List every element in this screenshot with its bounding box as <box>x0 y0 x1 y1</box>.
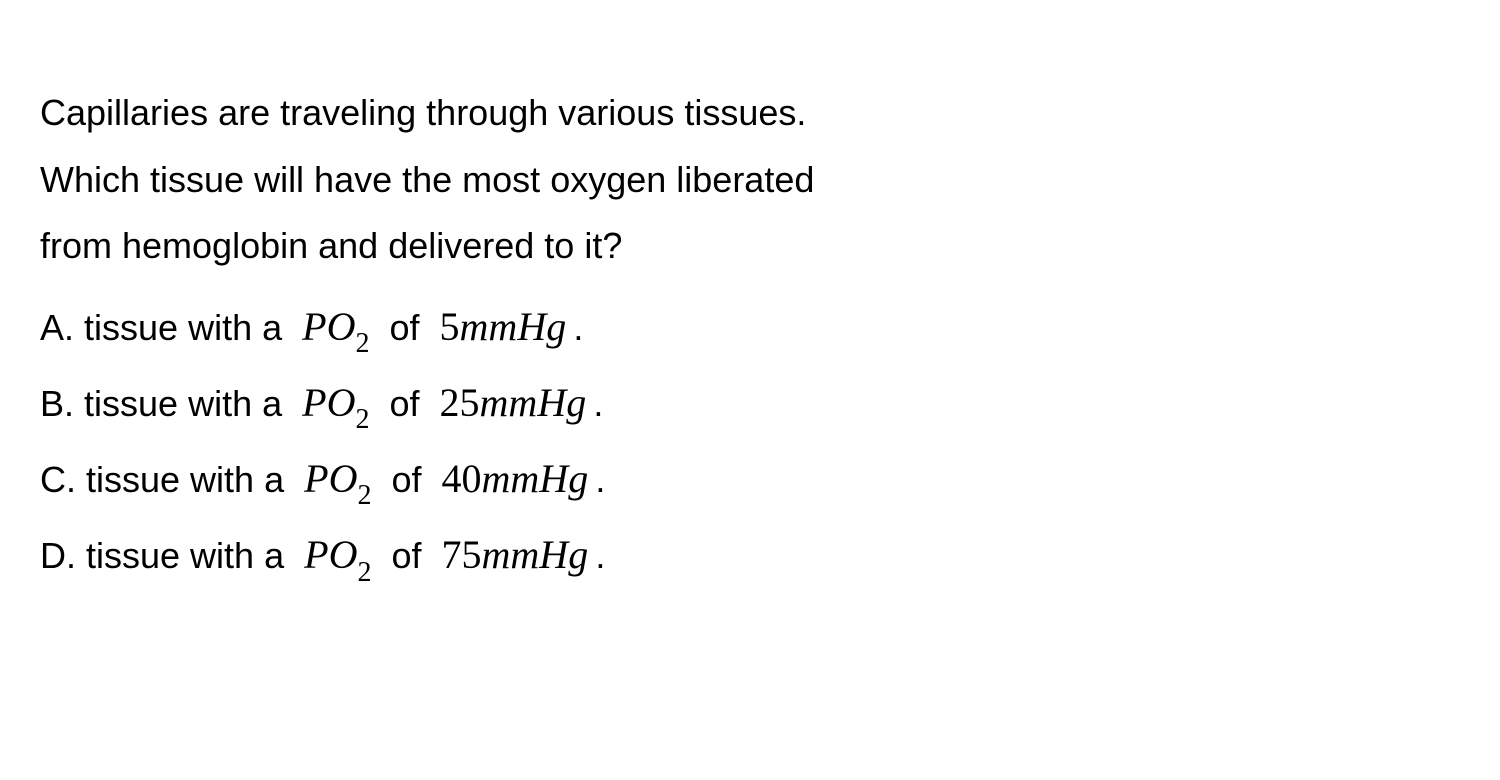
math-variable-p: P <box>304 456 328 501</box>
math-unit-mm: mm <box>482 456 540 501</box>
math-variable-p: P <box>302 380 326 425</box>
option-suffix: . <box>595 459 605 500</box>
math-unit-g: g <box>568 456 588 501</box>
question-line-2: Which tissue will have the most oxygen l… <box>40 159 814 200</box>
math-variable-o: O <box>327 380 356 425</box>
math-unit-g: g <box>566 380 586 425</box>
math-value: 5 <box>440 304 460 349</box>
math-subscript: 2 <box>355 328 369 359</box>
math-unit-mm: mm <box>480 380 538 425</box>
math-variable-o: O <box>327 304 356 349</box>
math-value: 25 <box>440 380 480 425</box>
math-subscript: 2 <box>357 480 371 511</box>
option-suffix: . <box>593 383 603 424</box>
option-prefix: tissue with a <box>86 459 284 500</box>
math-variable-p: P <box>304 532 328 577</box>
math-unit-g: g <box>546 304 566 349</box>
option-label: A. <box>40 307 74 348</box>
math-variable-p: P <box>302 304 326 349</box>
option-a: A. tissue with a PO2 of 5mmHg . <box>40 292 1460 364</box>
math-unit-g: g <box>568 532 588 577</box>
connector-text: of <box>389 383 419 424</box>
math-value: 75 <box>442 532 482 577</box>
math-unit-mm: mm <box>460 304 518 349</box>
math-variable-o: O <box>329 456 358 501</box>
math-unit-h: H <box>539 456 568 501</box>
question-line-1: Capillaries are traveling through variou… <box>40 92 806 133</box>
math-unit-h: H <box>539 532 568 577</box>
option-prefix: tissue with a <box>84 383 282 424</box>
connector-text: of <box>391 459 421 500</box>
option-label: B. <box>40 383 74 424</box>
option-suffix: . <box>573 307 583 348</box>
connector-text: of <box>391 535 421 576</box>
option-suffix: . <box>595 535 605 576</box>
question-stem: Capillaries are traveling through variou… <box>40 80 1460 280</box>
math-subscript: 2 <box>355 404 369 435</box>
option-b: B. tissue with a PO2 of 25mmHg . <box>40 368 1460 440</box>
math-unit-h: H <box>537 380 566 425</box>
math-unit-mm: mm <box>482 532 540 577</box>
option-prefix: tissue with a <box>84 307 282 348</box>
option-c: C. tissue with a PO2 of 40mmHg . <box>40 444 1460 516</box>
option-d: D. tissue with a PO2 of 75mmHg . <box>40 520 1460 592</box>
math-subscript: 2 <box>357 557 371 588</box>
connector-text: of <box>389 307 419 348</box>
option-label: D. <box>40 535 76 576</box>
math-variable-o: O <box>329 532 358 577</box>
option-prefix: tissue with a <box>86 535 284 576</box>
question-line-3: from hemoglobin and delivered to it? <box>40 225 622 266</box>
option-label: C. <box>40 459 76 500</box>
math-unit-h: H <box>517 304 546 349</box>
math-value: 40 <box>442 456 482 501</box>
